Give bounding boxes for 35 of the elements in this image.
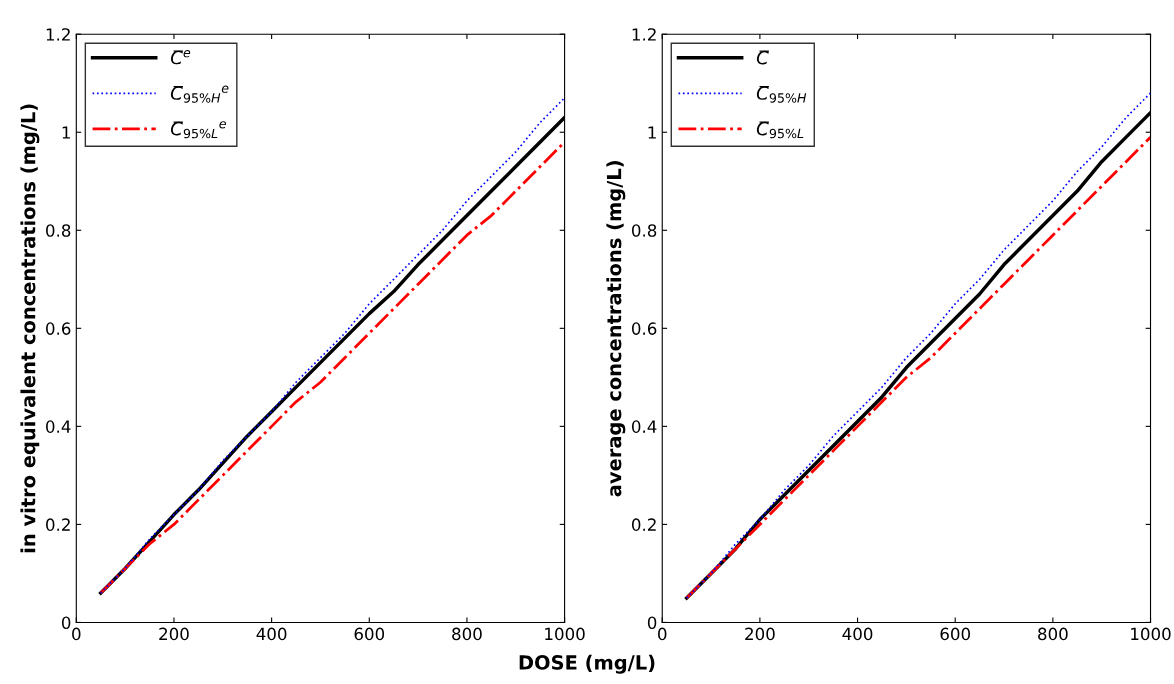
y-tick-label: 0 — [61, 616, 71, 630]
x-axis-title: DOSE (mg/L) — [519, 654, 655, 674]
y-tick-label: 0.8 — [631, 224, 657, 237]
legend-label: C̅$_{95%L}$$^{e}$ — [170, 121, 226, 139]
legend-label: C̅$^{e}$ — [170, 50, 191, 65]
x-tick-label: 600 — [354, 627, 385, 641]
y-tick-label: 0.4 — [631, 420, 657, 433]
y-tick-label: 0.4 — [46, 420, 71, 433]
y-tick-label: 0.2 — [631, 518, 656, 531]
x-tick-label: 0 — [72, 627, 81, 641]
y-tick-label: 0.2 — [46, 518, 70, 531]
y-tick-label: 0.8 — [46, 224, 71, 237]
x-tick-label: 800 — [1038, 627, 1068, 641]
legend-label: C̅$_{95%L}$ — [756, 121, 804, 139]
y-axis-title: average concentrations (mg/L) — [606, 161, 626, 497]
y-axis-title: in vitro equivalent concentrations (mg/L) — [20, 104, 40, 553]
y-tick-label: 0.6 — [46, 322, 71, 335]
x-tick-label: 800 — [452, 627, 482, 641]
x-tick-label: 0 — [658, 627, 667, 641]
legend-label: C̅$_{95%H}$$^{e}$ — [170, 85, 229, 103]
x-tick-label: 600 — [940, 627, 971, 641]
y-tick-label: 1 — [62, 126, 70, 139]
y-tick-label: 1.2 — [632, 28, 656, 41]
x-tick-label: 1000 — [545, 627, 585, 641]
x-tick-label: 200 — [745, 627, 775, 641]
x-tick-label: 1000 — [1131, 627, 1171, 641]
y-tick-label: 1 — [648, 126, 656, 139]
y-tick-label: 1.2 — [46, 28, 70, 41]
x-tick-label: 400 — [842, 627, 873, 641]
legend-label: C̅ — [756, 50, 769, 65]
x-tick-label: 400 — [256, 627, 287, 641]
y-tick-label: 0 — [647, 616, 657, 630]
x-tick-label: 200 — [159, 627, 189, 641]
legend-label: C̅$_{95%H}$ — [756, 85, 807, 103]
y-tick-label: 0.6 — [631, 322, 657, 335]
